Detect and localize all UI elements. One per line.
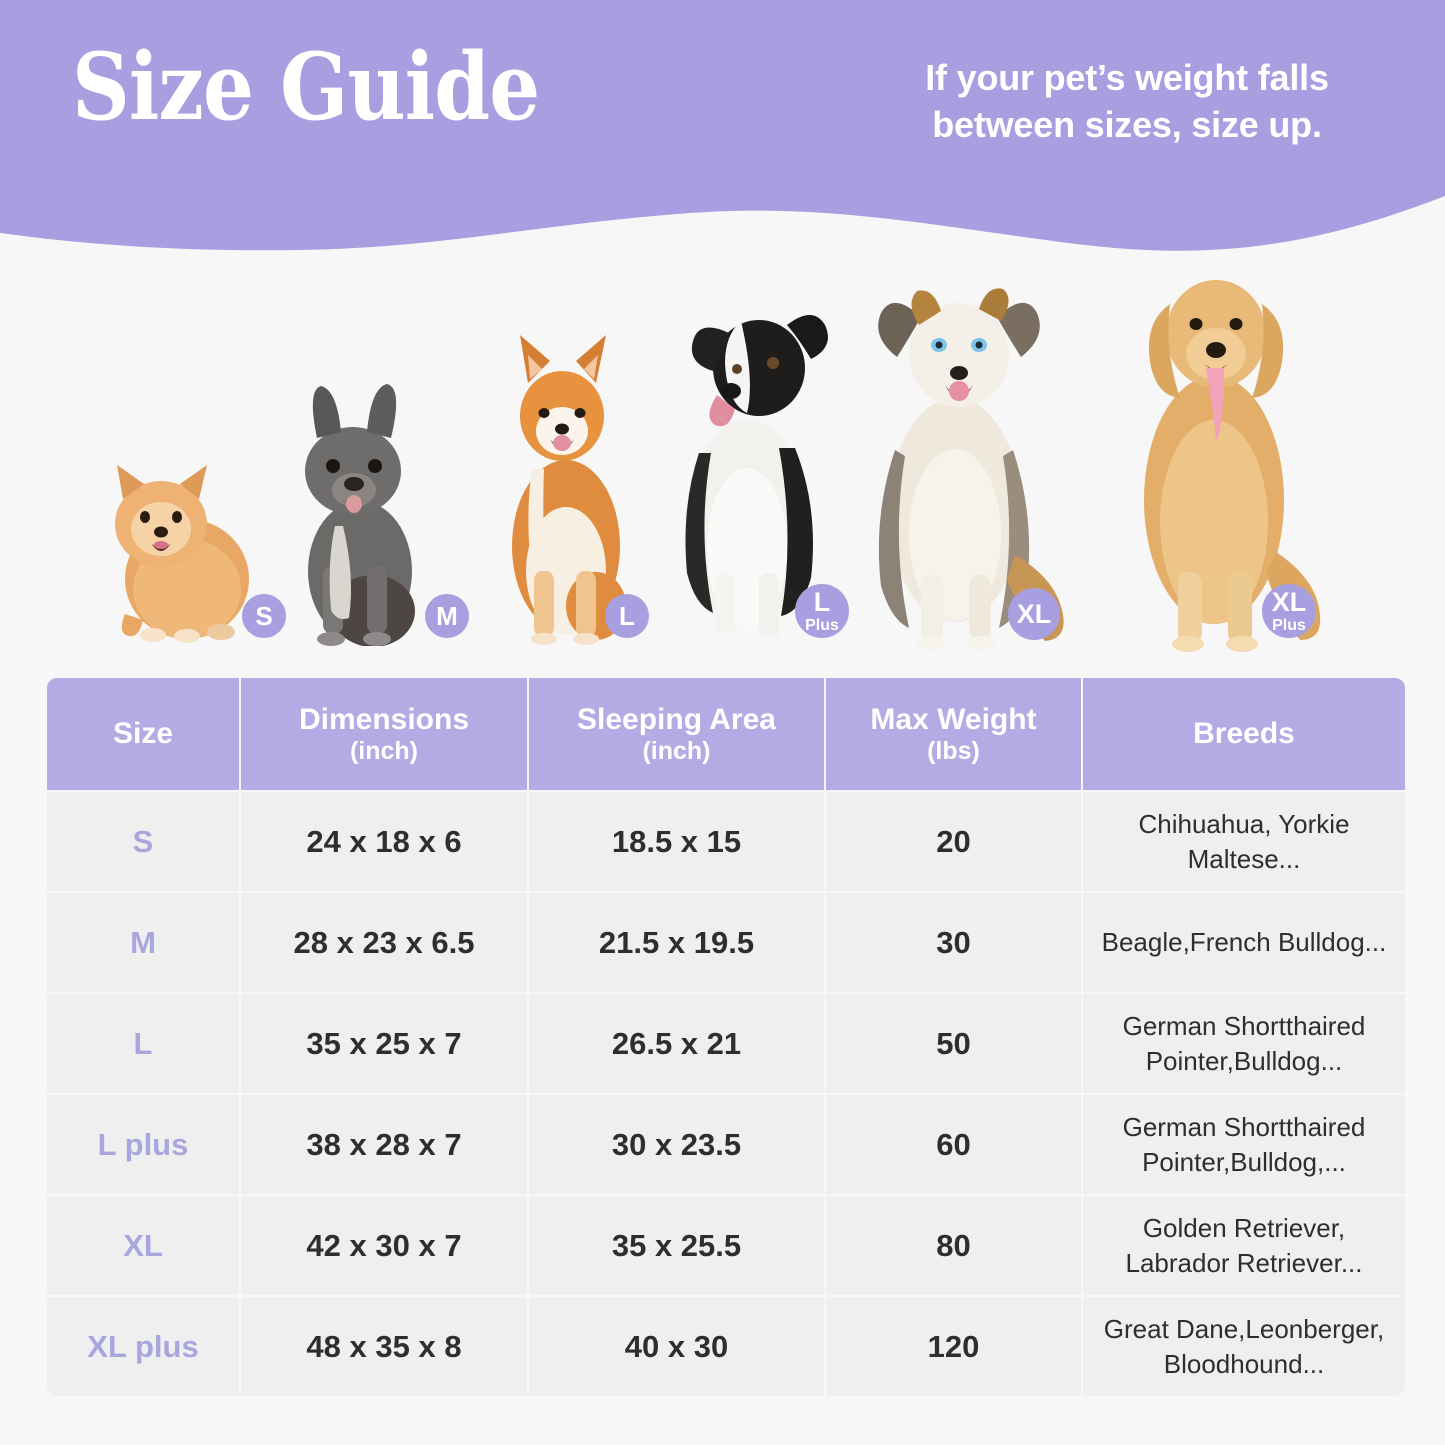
cell-max-weight: 60 bbox=[826, 1095, 1081, 1194]
cell-breeds: Great Dane,Leonberger, Bloodhound... bbox=[1083, 1297, 1405, 1396]
column-header-max-weight: Max Weight (lbs) bbox=[826, 678, 1081, 790]
column-header-breeds: Breeds bbox=[1083, 678, 1405, 790]
cell-size: M bbox=[47, 893, 239, 992]
table-row: L 35 x 25 x 7 26.5 x 21 50 German Shortt… bbox=[47, 994, 1405, 1093]
cell-max-weight: 120 bbox=[826, 1297, 1081, 1396]
cell-breeds: Beagle,French Bulldog... bbox=[1083, 893, 1405, 992]
size-badge-m-label: M bbox=[436, 601, 458, 631]
cell-breeds: Golden Retriever, Labrador Retriever... bbox=[1083, 1196, 1405, 1295]
header-note: If your pet’s weight falls between sizes… bbox=[925, 57, 1329, 145]
size-badge-l-plus-label: L bbox=[813, 586, 831, 617]
size-badge-l-plus-sub: Plus bbox=[805, 616, 839, 634]
column-header-sleeping-area-label: Sleeping Area bbox=[577, 703, 776, 737]
size-badge-s-label: S bbox=[255, 601, 273, 631]
column-header-size-label: Size bbox=[112, 717, 174, 751]
size-badge-l-plus: L Plus bbox=[795, 584, 849, 638]
dog-border-collie bbox=[655, 273, 840, 648]
table-row: XL 42 x 30 x 7 35 x 25.5 80 Golden Retri… bbox=[47, 1196, 1405, 1295]
cell-size: L plus bbox=[47, 1095, 239, 1194]
column-header-dimensions-unit: (inch) bbox=[349, 736, 419, 765]
cell-dimensions: 28 x 23 x 6.5 bbox=[241, 893, 527, 992]
cell-breeds: German Shortthaired Pointer,Bulldog,... bbox=[1083, 1095, 1405, 1194]
size-badge-l-label: L bbox=[619, 601, 635, 631]
dog-shiba-inu bbox=[478, 321, 648, 646]
size-badge-l: L bbox=[605, 594, 649, 638]
cell-max-weight: 20 bbox=[826, 792, 1081, 891]
table-header: Size Dimensions (inch) Sleeping Area (in… bbox=[47, 678, 1405, 790]
size-table: Size Dimensions (inch) Sleeping Area (in… bbox=[45, 676, 1407, 1398]
cell-breeds: German Shortthaired Pointer,Bulldog... bbox=[1083, 994, 1405, 1093]
cell-dimensions: 48 x 35 x 8 bbox=[241, 1297, 527, 1396]
cell-sleeping-area: 21.5 x 19.5 bbox=[529, 893, 824, 992]
cell-breeds: Chihuahua, Yorkie Maltese... bbox=[1083, 792, 1405, 891]
size-badge-xl-label: XL bbox=[1016, 598, 1052, 629]
cell-max-weight: 30 bbox=[826, 893, 1081, 992]
cell-size: L bbox=[47, 994, 239, 1093]
cell-sleeping-area: 18.5 x 15 bbox=[529, 792, 824, 891]
size-badge-s: S bbox=[242, 594, 286, 638]
dog-golden-retriever bbox=[1110, 232, 1325, 652]
table-row: L plus 38 x 28 x 7 30 x 23.5 60 German S… bbox=[47, 1095, 1405, 1194]
cell-sleeping-area: 26.5 x 21 bbox=[529, 994, 824, 1093]
table-row: XL plus 48 x 35 x 8 40 x 30 120 Great Da… bbox=[47, 1297, 1405, 1396]
column-header-dimensions-label: Dimensions bbox=[298, 703, 470, 737]
cell-dimensions: 35 x 25 x 7 bbox=[241, 994, 527, 1093]
size-badge-xl-plus-sub: Plus bbox=[1272, 616, 1306, 634]
header-band: Size Guide If your pet’s weight falls be… bbox=[0, 0, 1445, 262]
table-row: M 28 x 23 x 6.5 21.5 x 19.5 30 Beagle,Fr… bbox=[47, 893, 1405, 992]
cell-size: XL plus bbox=[47, 1297, 239, 1396]
size-badge-xl: XL bbox=[1008, 588, 1060, 640]
size-badge-m: M bbox=[425, 594, 469, 638]
cell-size: XL bbox=[47, 1196, 239, 1295]
column-header-sleeping-area-unit: (inch) bbox=[642, 736, 711, 765]
column-header-breeds-label: Breeds bbox=[1193, 717, 1295, 751]
column-header-dimensions: Dimensions (inch) bbox=[241, 678, 527, 790]
dog-french-bulldog bbox=[265, 366, 445, 646]
column-header-size: Size bbox=[47, 678, 239, 790]
cell-sleeping-area: 35 x 25.5 bbox=[529, 1196, 824, 1295]
dog-australian-shepherd bbox=[855, 255, 1070, 650]
dog-pomeranian bbox=[95, 429, 270, 644]
dog-lineup: S bbox=[0, 258, 1445, 658]
table-header-row: Size Dimensions (inch) Sleeping Area (in… bbox=[47, 678, 1405, 790]
size-badge-xl-plus: XL Plus bbox=[1262, 584, 1316, 638]
column-header-max-weight-label: Max Weight bbox=[870, 703, 1037, 737]
page-title: Size Guide bbox=[72, 32, 540, 141]
cell-dimensions: 38 x 28 x 7 bbox=[241, 1095, 527, 1194]
cell-dimensions: 24 x 18 x 6 bbox=[241, 792, 527, 891]
table-row: S 24 x 18 x 6 18.5 x 15 20 Chihuahua, Yo… bbox=[47, 792, 1405, 891]
cell-dimensions: 42 x 30 x 7 bbox=[241, 1196, 527, 1295]
header-wave-shape bbox=[0, 0, 1445, 251]
size-badge-xl-plus-label: XL bbox=[1271, 586, 1307, 617]
cell-sleeping-area: 30 x 23.5 bbox=[529, 1095, 824, 1194]
cell-size: S bbox=[47, 792, 239, 891]
column-header-sleeping-area: Sleeping Area (inch) bbox=[529, 678, 824, 790]
table-body: S 24 x 18 x 6 18.5 x 15 20 Chihuahua, Yo… bbox=[47, 792, 1405, 1396]
cell-sleeping-area: 40 x 30 bbox=[529, 1297, 824, 1396]
cell-max-weight: 50 bbox=[826, 994, 1081, 1093]
column-header-max-weight-unit: (lbs) bbox=[927, 736, 980, 765]
cell-max-weight: 80 bbox=[826, 1196, 1081, 1295]
